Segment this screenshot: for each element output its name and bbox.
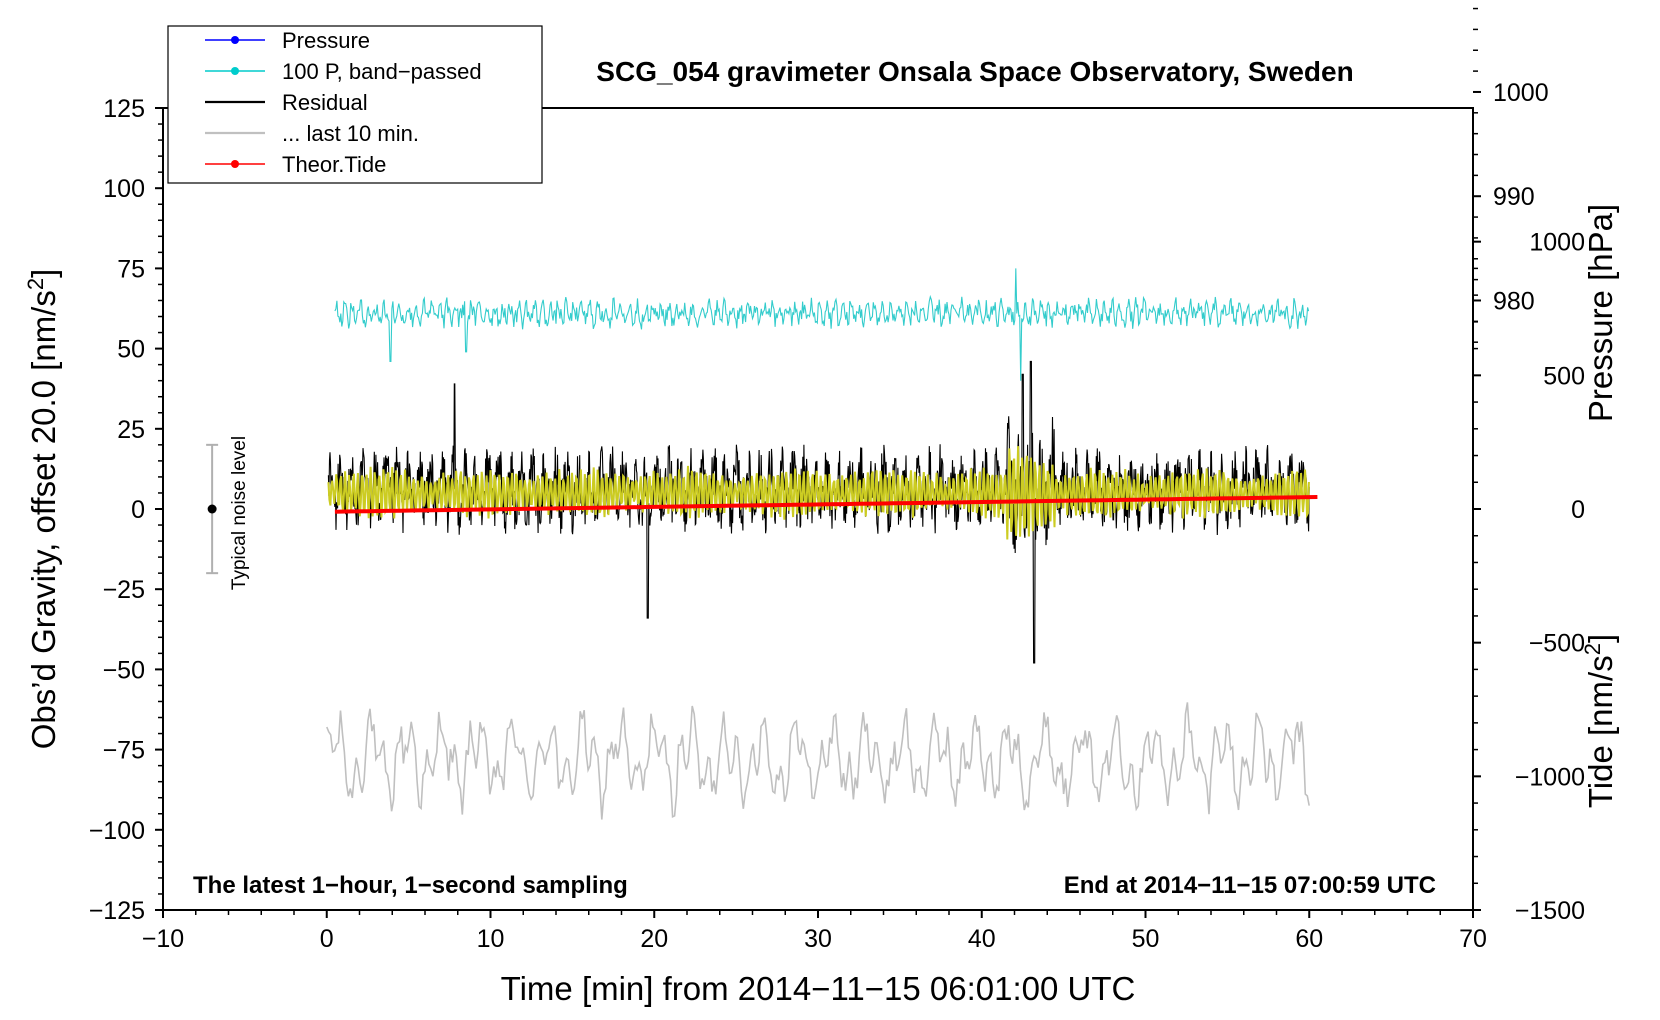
legend-label-3: ... last 10 min. — [282, 121, 419, 146]
series-residual-smoothed — [327, 446, 1310, 540]
x-tick-label: 70 — [1459, 925, 1487, 953]
series-last-10-min — [326, 702, 1310, 820]
tide-tick-label: 0 — [1571, 496, 1585, 524]
y-tick-label: 100 — [103, 175, 145, 203]
y-axis-left: −125 −100 −75 −50 −25 0 25 50 75 100 125 — [89, 95, 163, 925]
pressure-tick-label: 980 — [1493, 287, 1535, 315]
y-axis-tide-title: Tide [nm/s2] — [1580, 634, 1619, 808]
y-axis-left-title-sup: 2 — [23, 278, 48, 290]
tide-tick-label: −500 — [1529, 630, 1585, 658]
x-tick-label: 30 — [804, 925, 832, 953]
tide-tick-label: −1500 — [1515, 897, 1585, 925]
y-tick-label: −125 — [89, 897, 145, 925]
series-pressure-bandpassed — [334, 268, 1310, 381]
x-tick-label: 10 — [477, 925, 505, 953]
y-axis-left-title-end: ] — [25, 269, 62, 278]
x-tick-label: 60 — [1295, 925, 1323, 953]
y-tick-label: 50 — [117, 336, 145, 364]
annotation-sampling: The latest 1−hour, 1−second sampling — [193, 872, 628, 899]
y-tick-label: −25 — [103, 576, 145, 604]
legend-marker-1 — [231, 67, 239, 75]
legend-marker-4 — [231, 160, 239, 168]
y-axis-tide: −1500 −1000 −500 0 500 1000 — [1473, 229, 1585, 925]
legend-label-2: Residual — [282, 90, 368, 115]
legend-box — [167, 25, 543, 184]
series-residual — [327, 360, 1310, 664]
y-axis-left-title: Obs’d Gravity, offset 20.0 [nm/s2] — [23, 269, 62, 750]
y-tick-label: −75 — [103, 737, 145, 765]
y-axis-tide-title-main: Tide [nm/s — [1582, 655, 1619, 808]
noise-bar-center-dot — [207, 504, 217, 514]
legend-label-0: Pressure — [282, 28, 370, 53]
x-axis: −10 0 10 20 30 40 50 60 70 — [142, 910, 1487, 953]
y-tick-label: −50 — [103, 656, 145, 684]
y-axis-tide-title-sup: 2 — [1580, 643, 1605, 655]
legend-marker-0 — [231, 36, 239, 44]
chart-title: SCG_054 gravimeter Onsala Space Observat… — [596, 56, 1353, 87]
pressure-tick-label: 990 — [1493, 183, 1535, 211]
y-axis-pressure-title: Pressure [hPa] — [1582, 204, 1619, 422]
x-tick-label: 40 — [968, 925, 996, 953]
series-layer — [326, 268, 1318, 820]
tide-tick-label: 500 — [1543, 362, 1585, 390]
legend-label-4: Theor.Tide — [282, 152, 386, 177]
legend: Pressure 100 P, band−passed Residual ... la… — [167, 25, 543, 184]
tide-tick-label: 1000 — [1529, 229, 1585, 257]
x-tick-label: 20 — [640, 925, 668, 953]
y-axis-left-title-main: Obs’d Gravity, offset 20.0 [nm/s — [25, 290, 62, 749]
x-tick-label: 0 — [320, 925, 334, 953]
x-tick-label: −10 — [142, 925, 184, 953]
y-tick-label: 0 — [131, 496, 145, 524]
y-axis-pressure: 9809901000101010201030 — [1473, 0, 1549, 343]
tide-tick-label: −1000 — [1515, 763, 1585, 791]
y-tick-label: 25 — [117, 416, 145, 444]
y-tick-label: 125 — [103, 95, 145, 123]
legend-label-1: 100 P, band−passed — [282, 59, 482, 84]
x-axis-title: Time [min] from 2014−11−15 06:01:00 UTC — [501, 970, 1136, 1007]
noise-level-label: Typical noise level — [229, 436, 250, 590]
y-tick-label: −100 — [89, 817, 145, 845]
series-theoretical-tide — [334, 495, 1318, 514]
annotation-end-time: End at 2014−11−15 07:00:59 UTC — [1064, 872, 1436, 899]
y-axis-tide-title-end: ] — [1582, 634, 1619, 643]
noise-level-indicator: Typical noise level — [206, 436, 250, 590]
x-tick-label: 50 — [1132, 925, 1160, 953]
y-tick-label: 75 — [117, 255, 145, 283]
pressure-tick-label: 1000 — [1493, 79, 1549, 107]
pressure-tick-label: 1010 — [1493, 0, 1549, 3]
